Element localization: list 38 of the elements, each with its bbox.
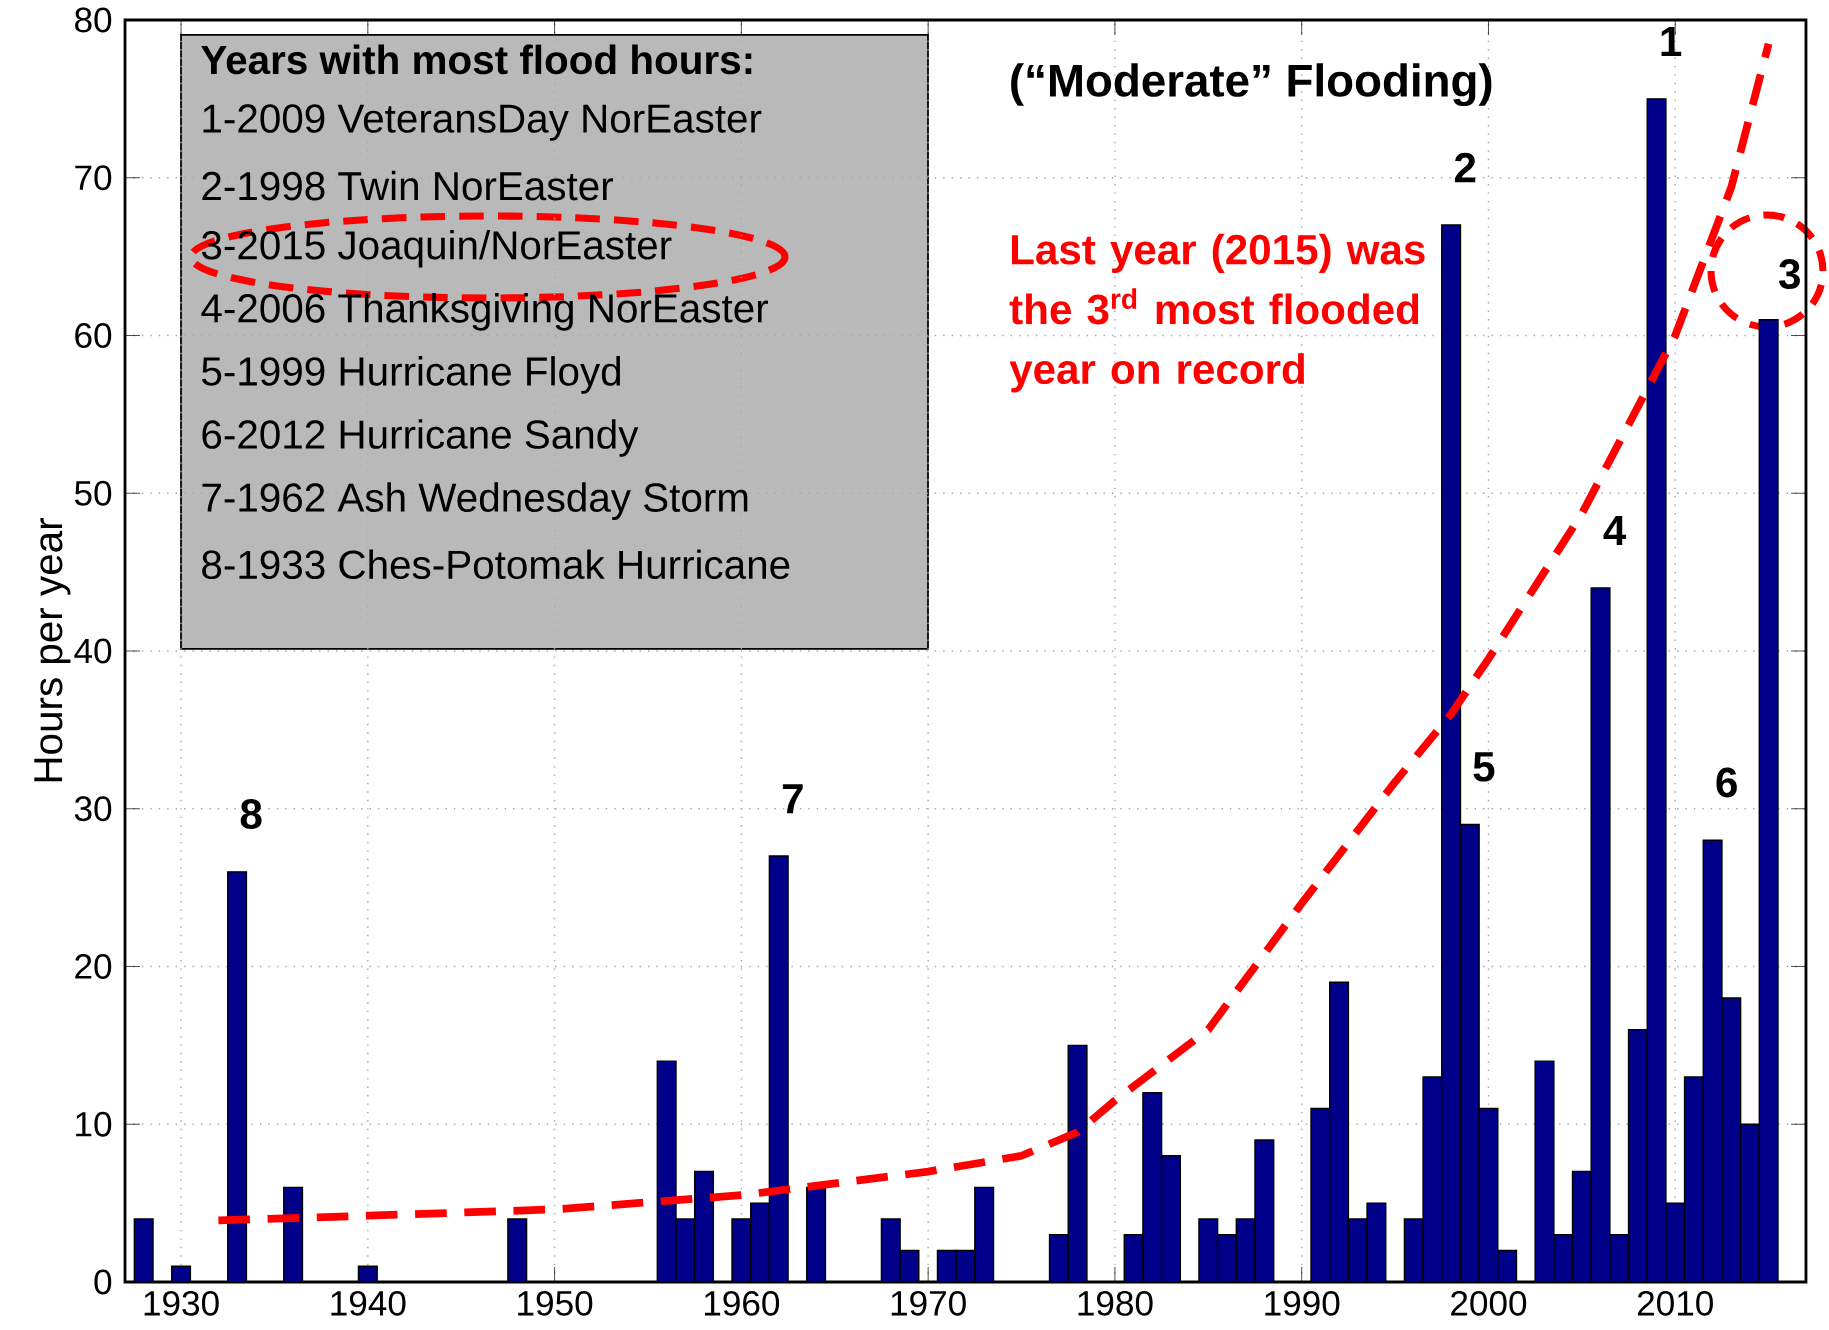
y-tick-label: 50	[74, 480, 112, 506]
y-tick-label: 30	[74, 796, 112, 822]
x-tick-label: 2010	[1637, 1290, 1713, 1316]
annotation: 2-1998 Twin NorEaster	[202, 170, 614, 201]
annotation: 1-2009 VeteransDay NorEaster	[203, 104, 762, 141]
annotation: 5	[1473, 752, 1495, 782]
x-tick-label: 1940	[331, 1290, 406, 1316]
annotation: 8-1933 Ches-Potomak Hurricane	[202, 549, 790, 580]
annotation: 7-1962 Ash Wednesday Storm	[202, 482, 748, 520]
text: (“Moderate” Flooding)	[1011, 63, 1492, 107]
annotation: 2	[1454, 152, 1476, 183]
y-tick-label: 0	[94, 1269, 112, 1295]
annotation: 5-1999 Hurricane Floyd	[202, 356, 621, 394]
annotation: Years with most flood hours:	[201, 44, 752, 75]
y-tick-label: 10	[76, 1111, 112, 1137]
annotation: Last year (2015) was the 3$^{rd}$ most flooded year on record	[1009, 233, 1425, 393]
annotation: 4	[1603, 516, 1627, 546]
x-tick-label: 2000	[1451, 1290, 1527, 1316]
annotation: 4-2006 Thanksgiving NorEaster	[201, 293, 769, 331]
annotation: 8	[240, 799, 262, 829]
annotation: 6	[1716, 767, 1737, 798]
annotation: 3-2015 Joaquin/NorEaster	[201, 229, 672, 268]
y-tick-label: 40	[74, 638, 112, 664]
x-tick-label: 1970	[891, 1290, 966, 1316]
y-tick-label: 20	[75, 954, 112, 979]
annotation: 7	[782, 784, 803, 814]
x-tick-label: 1950	[518, 1290, 593, 1316]
annotation: 3	[1778, 259, 1800, 290]
annotation: 1	[1661, 27, 1682, 56]
y-axis-title: Hours per year	[34, 518, 71, 782]
x-tick-label: 1980	[1078, 1290, 1153, 1316]
y-tick-label: 70	[75, 165, 112, 191]
annotation: 6-2012 Hurricane Sandy	[202, 419, 639, 457]
x-tick-label: 1990	[1265, 1290, 1340, 1316]
y-tick-label: 80	[75, 7, 112, 33]
y-tick-label: 60	[75, 323, 112, 348]
x-tick-label: 1960	[704, 1290, 780, 1316]
x-tick-label: 1930	[144, 1290, 219, 1316]
